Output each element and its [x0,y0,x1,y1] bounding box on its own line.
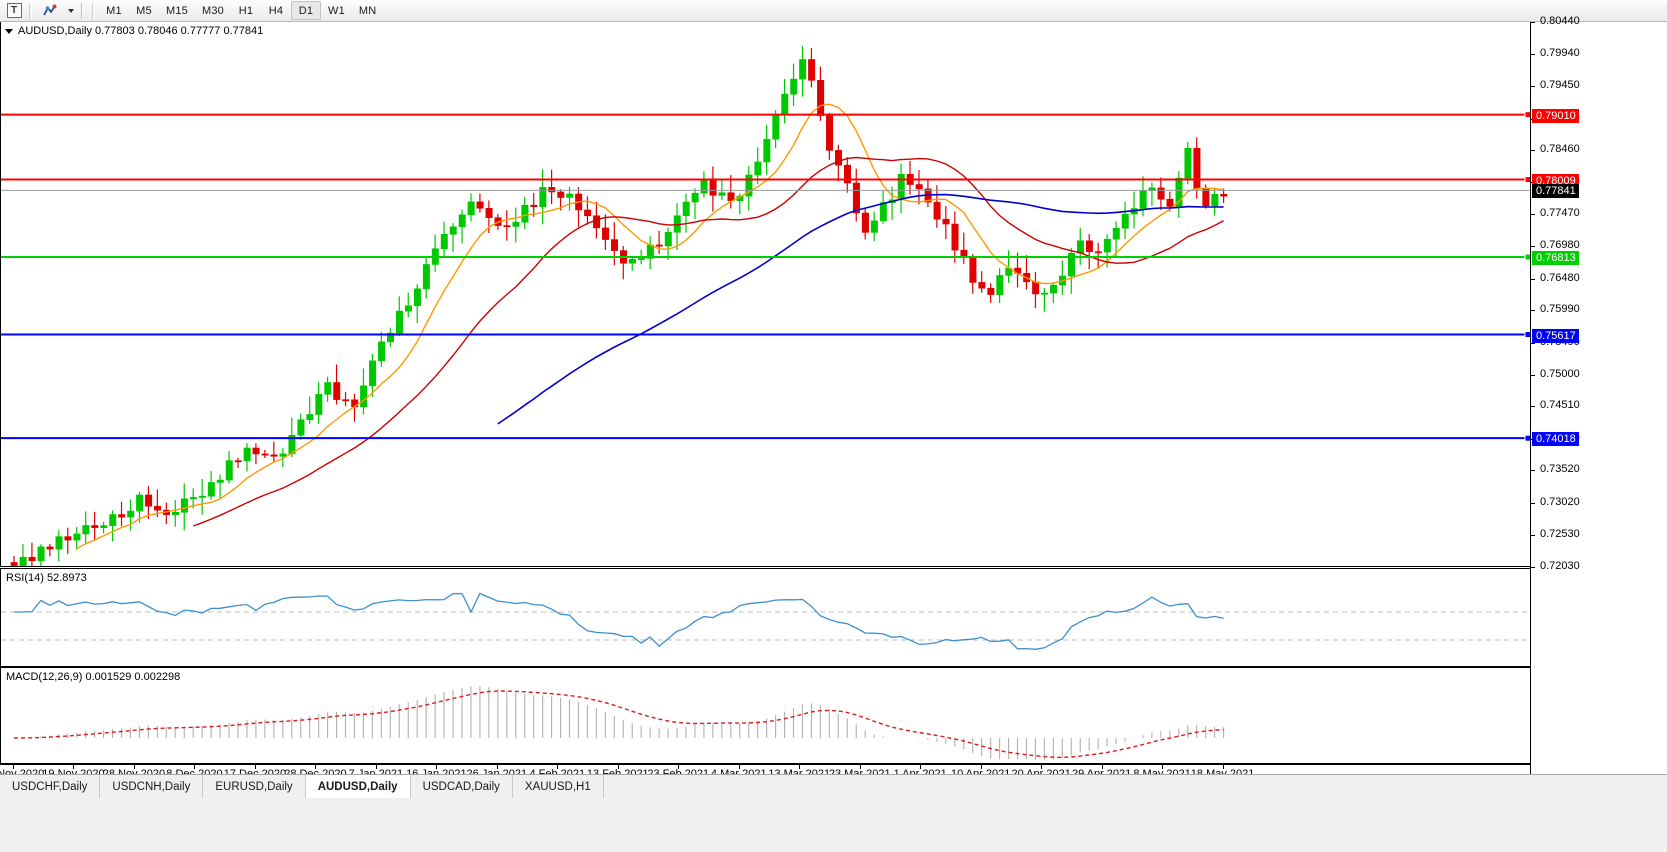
timeframe-button-h4[interactable]: H4 [268,4,284,17]
time-tick [496,765,498,769]
timeframe-button-m1[interactable]: M1 [106,4,122,17]
chart-tabs-bar: USDCHF,Daily USDCNH,Daily EURUSD,Daily AUDU… [0,774,1667,852]
price-tick-0.75990: 0.75990 [1531,303,1580,315]
price-tick-0.75000: 0.75000 [1531,368,1580,380]
price-tick-0.73520: 0.73520 [1531,463,1580,475]
time-tick [557,765,559,769]
time-tick [617,765,619,769]
time-tick [1222,765,1224,769]
price-level-label-0.75617[interactable]: 0.75617 [1532,328,1579,343]
time-tick [799,765,801,769]
macd-plot-svg [13,686,1225,761]
current-price-label: 0.77841 [1532,184,1579,199]
time-tick [436,765,438,769]
time-tick [859,765,861,769]
text-tool-button[interactable]: T [3,1,25,21]
time-tick [315,765,317,769]
time-tick [73,765,75,769]
price-level-label-0.74018[interactable]: 0.74018 [1532,432,1579,447]
chart-tab-audusd[interactable]: AUDUSD,Daily [305,775,411,798]
time-tick [254,765,256,769]
price-level-label-0.79010[interactable]: 0.79010 [1532,108,1579,123]
price-level-label-0.76813[interactable]: 0.76813 [1532,251,1579,266]
price-scale[interactable]: 0.804400.799400.794500.789500.784600.779… [1530,15,1667,774]
macd-pane[interactable]: MACD(12,26,9) 0.001529 0.002298 [0,667,1530,764]
time-tick [920,765,922,769]
price-tick-0.76980: 0.76980 [1531,239,1580,251]
time-tick [1101,765,1103,769]
timeframe-button-m5[interactable]: M5 [136,4,152,17]
time-tick [1041,765,1043,769]
price-tick-0.72030: 0.72030 [1531,560,1580,572]
chart-tab-xauusd[interactable]: XAUUSD,H1 [512,775,604,798]
time-tick [738,765,740,769]
chart-window[interactable]: AUDUSD,Daily 0.77803 0.78046 0.77777 0.7… [0,15,1667,784]
indicators-icon [42,4,56,15]
price-tick-0.80440: 0.80440 [1531,15,1580,27]
price-tick-0.76480: 0.76480 [1531,272,1580,284]
rsi-label: RSI(14) 52.8973 [6,572,87,584]
price-tick-0.73020: 0.73020 [1531,496,1580,508]
price-chart-pane[interactable]: AUDUSD,Daily 0.77803 0.78046 0.77777 0.7… [0,22,1530,567]
time-tick [133,765,135,769]
main-toolbar: T M1 M5 M15 M30 H1 H4 D1 W1 MN [0,0,1667,22]
rsi-pane[interactable]: RSI(14) 52.8973 [0,568,1530,667]
indicators-dropdown-button[interactable] [64,1,76,21]
timeframe-button-m30[interactable]: M30 [202,4,224,17]
chart-symbol-header: AUDUSD,Daily 0.77803 0.78046 0.77777 0.7… [5,25,263,37]
rsi-plot-svg [1,592,1530,650]
time-tick [980,765,982,769]
price-tick-0.77470: 0.77470 [1531,207,1580,219]
price-tick-0.72530: 0.72530 [1531,528,1580,540]
chart-tab-eurusd[interactable]: EURUSD,Daily [203,775,306,798]
toolbar-separator [81,2,83,19]
time-tick [13,765,14,769]
timeframe-button-m15[interactable]: M15 [166,4,188,17]
timeframe-grip[interactable] [92,2,95,19]
symbol-ohlc-text: AUDUSD,Daily 0.77803 0.78046 0.77777 0.7… [18,25,264,37]
time-tick [194,765,196,769]
chart-tab-usdcnh[interactable]: USDCNH,Daily [100,775,204,798]
timeframe-group: M1 M5 M15 M30 H1 H4 D1 W1 MN [99,1,383,21]
timeframe-button-mn[interactable]: MN [358,4,377,17]
indicators-button[interactable] [39,1,61,21]
time-tick [1162,765,1164,769]
price-tick-0.79940: 0.79940 [1531,47,1580,59]
price-level-label-0.78009[interactable]: 0.78009 [1532,173,1579,188]
price-tick-0.74510: 0.74510 [1531,399,1580,411]
text-tool-icon: T [6,3,22,18]
toolbar-grip[interactable] [29,2,32,19]
price-tick-0.79450: 0.79450 [1531,79,1580,91]
timeframe-button-d1[interactable]: D1 [291,1,321,20]
time-tick [375,765,377,769]
chart-tab-usdcad[interactable]: USDCAD,Daily [410,775,513,798]
chevron-down-icon [67,8,74,13]
timeframe-button-h1[interactable]: H1 [238,4,254,17]
chart-tab-usdchf[interactable]: USDCHF,Daily [0,775,101,798]
timeframe-button-w1[interactable]: W1 [328,4,345,17]
time-tick [678,765,680,769]
macd-label: MACD(12,26,9) 0.001529 0.002298 [6,671,181,683]
price-candles-svg [1,45,1530,566]
collapse-caret-icon[interactable] [5,28,13,34]
price-tick-0.78460: 0.78460 [1531,143,1580,155]
